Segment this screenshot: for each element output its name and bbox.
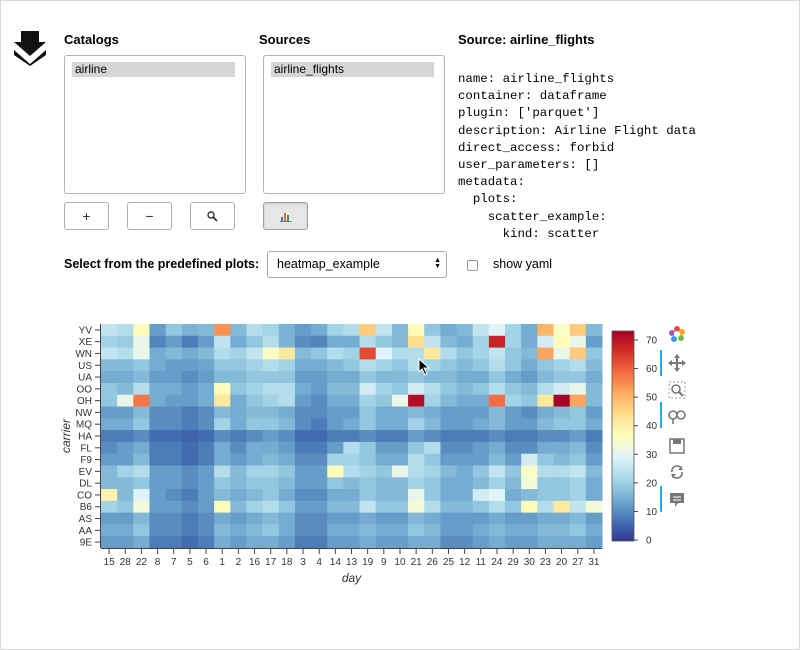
yaml-line: plots: (458, 192, 518, 207)
yaml-line: kind: scatter (458, 226, 600, 241)
bar-chart-icon (279, 212, 292, 222)
wheel-zoom-icon[interactable] (667, 406, 687, 426)
intake-logo-icon (12, 30, 48, 66)
plot-select[interactable]: heatmap_example ▲ ▼ (267, 251, 447, 278)
plot-button[interactable] (263, 202, 308, 230)
yaml-line: scatter_example: (458, 209, 607, 224)
search-button[interactable] (190, 202, 235, 230)
select-arrows-icon: ▲ ▼ (434, 257, 441, 270)
plot-select-value: heatmap_example (277, 257, 380, 271)
source-item-airline-flights[interactable]: airline_flights (271, 62, 434, 77)
remove-icon: − (145, 208, 154, 224)
yaml-line: container: dataframe (458, 89, 607, 104)
show-yaml-label: show yaml (493, 257, 553, 271)
plot-select-label: Select from the predefined plots: (64, 257, 260, 271)
hover-icon[interactable] (667, 490, 687, 510)
yaml-line: direct_access: forbid (458, 140, 615, 155)
yaml-line: plugin: ['parquet'] (458, 106, 600, 121)
box-zoom-icon[interactable] (667, 380, 687, 400)
hover-active-indicator (660, 486, 662, 512)
catalog-item-airline[interactable]: airline (72, 62, 235, 77)
mouse-cursor-icon (418, 357, 431, 381)
yaml-line: description: Airline Flight data (458, 123, 696, 138)
pan-icon[interactable] (667, 353, 687, 373)
sources-heading: Sources (259, 32, 311, 47)
sources-list[interactable]: airline_flights (263, 55, 445, 194)
bokeh-logo-icon[interactable] (667, 324, 687, 344)
pan-active-indicator (660, 350, 662, 376)
source-yaml: name: airline_flights container: datafram… (458, 71, 696, 243)
magnifier-icon (207, 210, 218, 222)
yaml-line: metadata: (458, 175, 525, 190)
save-icon[interactable] (667, 436, 687, 456)
zoom-active-indicator (660, 402, 662, 428)
remove-catalog-button[interactable]: − (127, 202, 172, 230)
show-yaml-checkbox[interactable] (467, 260, 478, 271)
source-panel-heading: Source: airline_flights (458, 32, 595, 47)
yaml-line: user_parameters: [] (458, 158, 600, 173)
reset-icon[interactable] (667, 462, 687, 482)
catalogs-list[interactable]: airline (64, 55, 246, 194)
catalogs-heading: Catalogs (64, 32, 119, 47)
add-catalog-button[interactable]: + (64, 202, 109, 230)
yaml-line: name: airline_flights (458, 72, 615, 86)
add-icon: + (82, 208, 91, 224)
